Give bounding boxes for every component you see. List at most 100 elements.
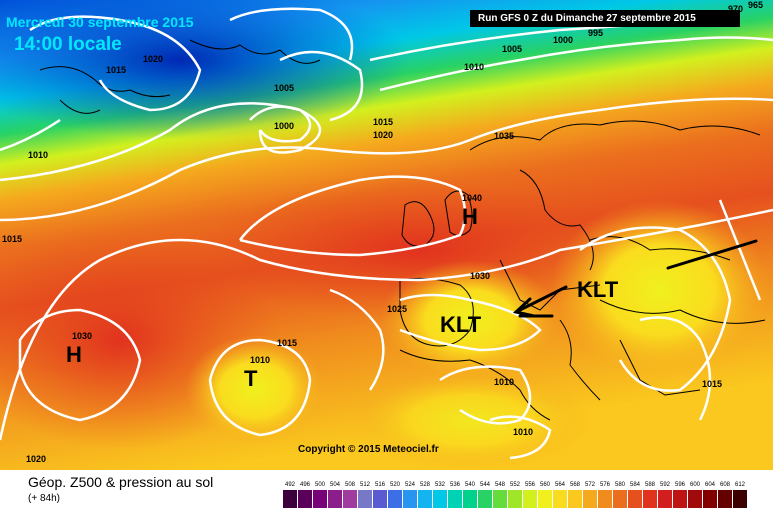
scale-swatch — [703, 490, 717, 508]
legend-title: Géop. Z500 & pression au sol — [28, 474, 214, 490]
scale-tick-label: 564 — [555, 482, 566, 488]
scale-swatch — [643, 490, 657, 508]
scale-swatch — [598, 490, 612, 508]
isobars — [0, 7, 773, 460]
scale-tick-label: 600 — [690, 482, 701, 488]
scale-swatch — [658, 490, 672, 508]
scale-tick-label: 556 — [525, 482, 536, 488]
scale-tick-label: 508 — [345, 482, 356, 488]
scale-tick-label: 520 — [390, 482, 401, 488]
scale-swatch — [313, 490, 327, 508]
isobar-label: 1000 — [274, 121, 294, 131]
arrow-annotations — [512, 239, 758, 318]
isobar-label: 1010 — [250, 355, 270, 365]
scale-tick-label: 584 — [630, 482, 641, 488]
isobar-label: 1015 — [373, 117, 393, 127]
isobar-label: 1015 — [277, 338, 297, 348]
isobar-label: 1035 — [494, 131, 514, 141]
scale-swatch — [343, 490, 357, 508]
scale-tick-label: 500 — [315, 482, 326, 488]
isobar-label: 1015 — [702, 379, 722, 389]
scale-tick-label: 576 — [600, 482, 611, 488]
coastlines — [39, 39, 766, 421]
scale-tick-label: 608 — [720, 482, 731, 488]
scale-tick-label: 532 — [435, 482, 446, 488]
isobar-label: 1015 — [106, 65, 126, 75]
forecast-time: 14:00 locale — [14, 34, 122, 55]
scale-tick-label: 592 — [660, 482, 671, 488]
isobar-label: 1010 — [513, 427, 533, 437]
scale-tick-label: 612 — [735, 482, 746, 488]
scale-swatch — [433, 490, 447, 508]
scale-swatch — [688, 490, 702, 508]
isobar-label: 1000 — [553, 35, 573, 45]
scale-swatch — [463, 490, 477, 508]
scale-tick-label: 528 — [420, 482, 431, 488]
isobar-label: 965 — [748, 0, 763, 10]
forecast-date: Mercredi 30 septembre 2015 — [6, 14, 194, 30]
scale-tick-label: 524 — [405, 482, 416, 488]
scale-swatch — [523, 490, 537, 508]
scale-swatch — [283, 490, 297, 508]
scale-tick-label: 604 — [705, 482, 716, 488]
scale-swatch — [733, 490, 747, 508]
scale-swatch — [358, 490, 372, 508]
isobar-label: 1005 — [502, 44, 522, 54]
scale-tick-label: 504 — [330, 482, 341, 488]
scale-swatch — [568, 490, 582, 508]
scale-swatch — [403, 490, 417, 508]
scale-tick-label: 496 — [300, 482, 311, 488]
high-pressure-label: H — [462, 204, 478, 229]
isobar-label: 1030 — [72, 331, 92, 341]
isobar-label: 1040 — [462, 193, 482, 203]
scale-tick-label: 580 — [615, 482, 626, 488]
scale-tick-label: 568 — [570, 482, 581, 488]
isobar-label: 1020 — [373, 130, 393, 140]
klt-label: KLT — [440, 312, 482, 337]
scale-swatch — [388, 490, 402, 508]
scale-tick-label: 512 — [360, 482, 371, 488]
scale-swatch — [373, 490, 387, 508]
scale-swatch — [628, 490, 642, 508]
scale-swatch — [718, 490, 732, 508]
low-pressure-label: T — [244, 366, 258, 391]
scale-tick-label: 536 — [450, 482, 461, 488]
scale-tick-label: 560 — [540, 482, 551, 488]
isobar-label: 1030 — [470, 271, 490, 281]
scale-tick-label: 548 — [495, 482, 506, 488]
isobar-label: 1010 — [28, 150, 48, 160]
scale-swatch — [493, 490, 507, 508]
high-pressure-label: H — [66, 342, 82, 367]
isobar-label: 1020 — [26, 454, 46, 464]
isobar-label: 1005 — [274, 83, 294, 93]
scale-swatch — [418, 490, 432, 508]
scale-tick-label: 492 — [285, 482, 296, 488]
copyright: Copyright © 2015 Meteociel.fr — [298, 444, 439, 455]
scale-tick-label: 588 — [645, 482, 656, 488]
isobar-label: 1020 — [143, 54, 163, 64]
scale-swatch — [613, 490, 627, 508]
scale-tick-label: 572 — [585, 482, 596, 488]
run-info: Run GFS 0 Z du Dimanche 27 septembre 201… — [470, 10, 740, 27]
klt-label: KLT — [577, 277, 619, 302]
isobar-label: 1025 — [387, 304, 407, 314]
scale-swatch — [553, 490, 567, 508]
scale-swatch — [583, 490, 597, 508]
color-scale: 492 496 500 504 508 512 516 520 524 528 532 536 540 5… — [283, 482, 747, 508]
scale-swatch — [298, 490, 312, 508]
isobar-label: 1010 — [464, 62, 484, 72]
scale-swatch — [328, 490, 342, 508]
scale-tick-label: 544 — [480, 482, 491, 488]
scale-swatch — [673, 490, 687, 508]
isobar-label: 1010 — [494, 377, 514, 387]
isobar-label: 970 — [728, 4, 743, 14]
isobar-label: 1015 — [2, 234, 22, 244]
scale-swatch — [448, 490, 462, 508]
scale-tick-label: 552 — [510, 482, 521, 488]
legend-subtitle: (+ 84h) — [28, 493, 60, 504]
scale-swatch — [508, 490, 522, 508]
scale-swatch — [538, 490, 552, 508]
scale-swatch — [478, 490, 492, 508]
isobar-label: 995 — [588, 28, 603, 38]
scale-tick-label: 596 — [675, 482, 686, 488]
